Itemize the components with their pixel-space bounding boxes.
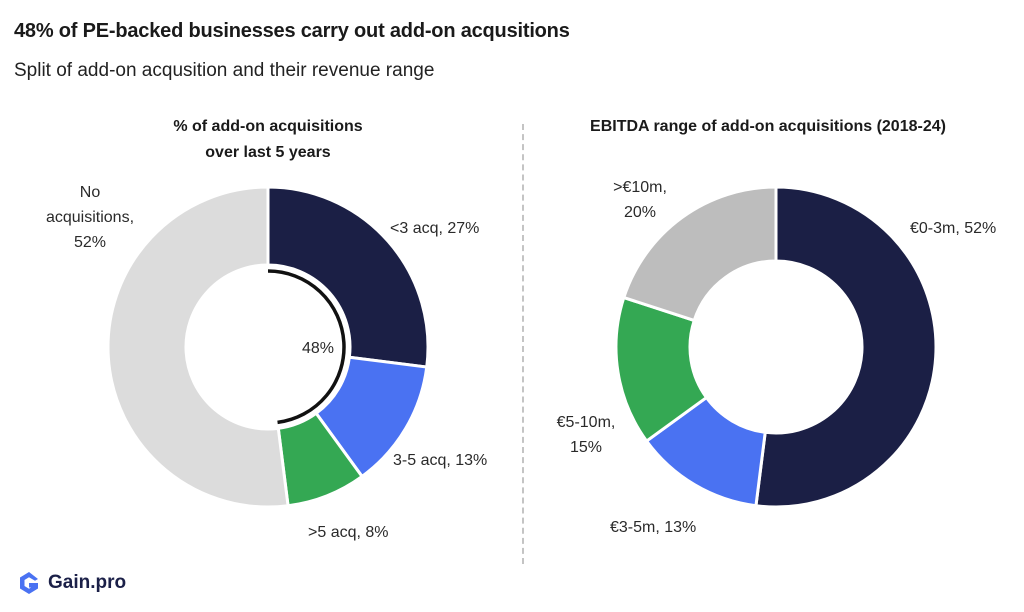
- chart-2-slice-1: [754, 185, 938, 509]
- chart-2-slice-3-label: 15%: [570, 439, 602, 456]
- chart-1-center-bracket: [267, 269, 346, 425]
- chart-2-slice-4: [621, 185, 778, 323]
- left-chart-title-line-2: over last 5 years: [205, 144, 331, 161]
- page-title: 48% of PE-backed businesses carry out ad…: [14, 20, 570, 42]
- right-chart-title: EBITDA range of add-on acquisitions (201…: [558, 114, 978, 140]
- chart-2-slice-2-label: €3-5m, 13%: [610, 519, 696, 536]
- chart-2-slice-4-label: >€10m,: [613, 179, 667, 196]
- chart-1-slice-4-label: acquisitions,: [46, 209, 134, 226]
- chart-2-slice-3-label: €5-10m,: [557, 414, 616, 431]
- chart-1-slice-4-label: No: [80, 184, 101, 201]
- chart-1-center-label: 48%: [302, 340, 334, 357]
- chart-2-slice-1-label: €0-3m, 52%: [910, 220, 996, 237]
- brand-logo: Gain.pro: [16, 570, 126, 596]
- left-chart-title-line-1: % of add-on acquisitions: [173, 118, 363, 135]
- page-subtitle: Split of add-on acqusition and their rev…: [14, 60, 435, 81]
- chart-1-slice-4: [106, 185, 290, 509]
- chart-1-slice-1-label: <3 acq, 27%: [390, 220, 479, 237]
- chart-1-slice-1: [266, 185, 430, 369]
- gain-logo-icon: [20, 572, 38, 594]
- chart-1-slice-4-label: 52%: [74, 234, 106, 251]
- right-chart-title-line-1: EBITDA range of add-on acquisitions (201…: [590, 118, 946, 135]
- left-chart-title: % of add-on acquisitions over last 5 yea…: [118, 114, 418, 166]
- chart-divider: [522, 124, 524, 564]
- chart-2-slice-4-label: 20%: [624, 204, 656, 221]
- chart-1-slice-3-label: >5 acq, 8%: [308, 524, 389, 541]
- logo-text: Gain.pro: [48, 572, 127, 593]
- chart-1-slice-2-label: 3-5 acq, 13%: [393, 452, 487, 469]
